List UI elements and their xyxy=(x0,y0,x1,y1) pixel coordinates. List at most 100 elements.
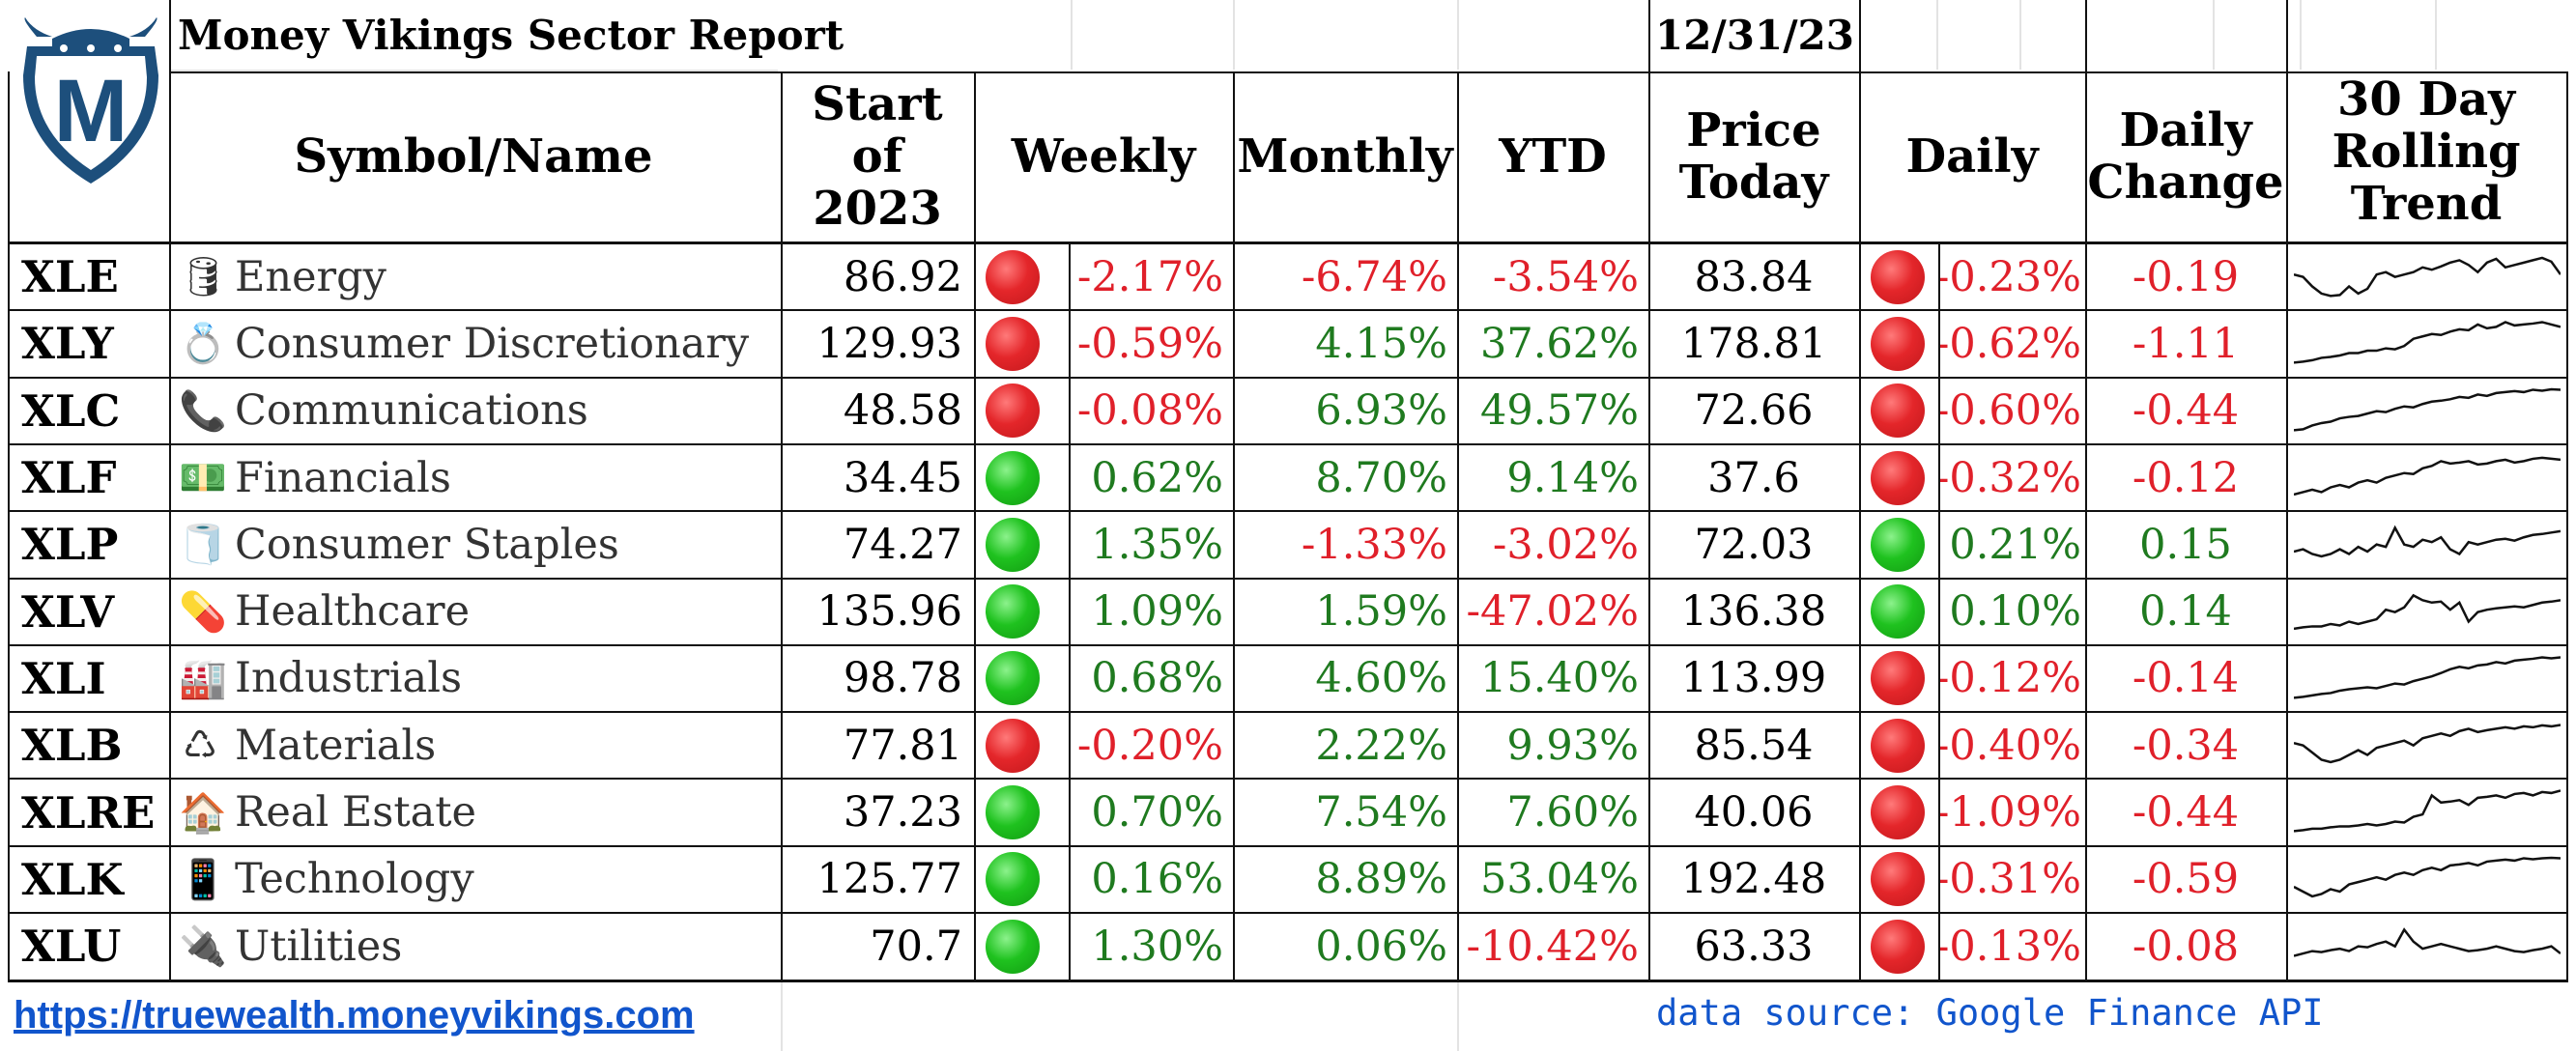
phone-icon: 📱 xyxy=(179,857,227,902)
daily-change-pct: -0.32% xyxy=(1938,453,2081,502)
daily-status-dot xyxy=(1871,919,1925,974)
recycle-icon: ♺ xyxy=(183,723,217,768)
weekly-change-value: -0.08% xyxy=(1076,386,1223,436)
daily-change-value: -0.08 xyxy=(2132,922,2240,971)
money-icon: 💵 xyxy=(179,456,227,501)
price-today-value: 83.84 xyxy=(1694,252,1814,301)
daily-change-pct: -0.31% xyxy=(1938,855,2081,904)
table-border xyxy=(781,71,783,980)
symbol-cell: XLK xyxy=(21,853,124,905)
sector-name: Financials xyxy=(235,453,451,502)
weekly-status-dot xyxy=(986,785,1040,840)
table-border xyxy=(8,980,2568,983)
sector-name: Utilities xyxy=(235,922,403,971)
symbol-cell: XLF xyxy=(21,452,117,504)
daily-change-pct: -0.60% xyxy=(1938,386,2081,436)
daily-change-pct: 0.21% xyxy=(1949,520,2081,569)
ytd-change-value: 9.14% xyxy=(1506,453,1639,502)
weekly-change-value: 1.35% xyxy=(1091,520,1223,569)
sector-name-cell: 🛢 Energy xyxy=(169,243,778,310)
daily-status-dot xyxy=(1871,718,1925,773)
table-border xyxy=(169,0,171,71)
weekly-status-dot xyxy=(986,584,1040,639)
monthly-change-value: -6.74% xyxy=(1301,252,1447,301)
table-border xyxy=(1859,71,1861,980)
header-ytd: YTD xyxy=(1499,129,1607,184)
table-border xyxy=(8,71,10,980)
toilet-paper-icon: 🧻 xyxy=(179,523,227,568)
sector-name-cell: 🧻 Consumer Staples xyxy=(169,511,778,578)
table-border xyxy=(8,778,2568,781)
trend-sparkline xyxy=(2294,927,2561,957)
start-of-2023-value: 48.58 xyxy=(843,386,962,436)
table-border xyxy=(2286,0,2288,71)
table-border xyxy=(2085,71,2087,980)
symbol-cell: XLRE xyxy=(21,786,156,838)
price-today-value: 40.06 xyxy=(1694,788,1814,838)
daily-change-value: -0.44 xyxy=(2132,386,2240,436)
table-border xyxy=(1457,71,1459,980)
price-today-value: 72.03 xyxy=(1694,520,1814,569)
daily-change-pct: -0.12% xyxy=(1938,654,2081,703)
symbol-cell: XLV xyxy=(21,585,115,638)
ring-icon: 💍 xyxy=(179,322,227,367)
table-border xyxy=(8,844,2568,847)
table-border xyxy=(8,510,2568,513)
table-border xyxy=(8,912,2568,914)
truewealth-link[interactable]: https://truewealth.moneyvikings.com xyxy=(14,993,695,1037)
sector-name: Real Estate xyxy=(235,788,476,838)
daily-change-pct: -0.40% xyxy=(1938,721,2081,770)
weekly-change-value: 0.16% xyxy=(1091,855,1223,904)
symbol-cell: XLE xyxy=(21,251,119,303)
header-price-today: Price Today xyxy=(1678,103,1829,210)
table-border xyxy=(8,442,2568,445)
table-border xyxy=(169,71,171,980)
sector-name: Technology xyxy=(235,855,474,904)
footer-source-cell: data source: Google Finance API xyxy=(1656,981,2526,1043)
daily-status-dot xyxy=(1871,584,1925,639)
daily-change-value: -0.14 xyxy=(2132,654,2240,703)
trend-sparkline xyxy=(2294,724,2561,764)
start-of-2023-value: 129.93 xyxy=(816,319,962,368)
table-border xyxy=(1648,71,1650,980)
trend-line xyxy=(2294,256,2561,298)
ytd-change-value: 9.93% xyxy=(1506,721,1639,770)
weekly-change-value: 0.62% xyxy=(1091,453,1223,502)
ytd-change-value: 37.62% xyxy=(1480,319,1639,368)
daily-change-value: -0.34 xyxy=(2132,721,2240,770)
daily-change-pct: -0.62% xyxy=(1938,319,2081,368)
price-today-value: 178.81 xyxy=(1680,319,1827,368)
money-vikings-logo: M xyxy=(14,17,168,186)
table-border xyxy=(169,71,2568,73)
sector-name-cell: 📞 Communications xyxy=(169,378,778,444)
trend-line xyxy=(2294,789,2561,834)
trend-line xyxy=(2294,656,2561,699)
data-source-text: data source: Google Finance API xyxy=(1656,991,2324,1034)
weekly-status-dot xyxy=(986,651,1040,706)
monthly-change-value: 8.89% xyxy=(1315,855,1447,904)
weekly-status-dot xyxy=(986,383,1040,439)
daily-change-value: -0.59 xyxy=(2132,855,2240,904)
table-border xyxy=(1938,243,1940,980)
price-today-value: 85.54 xyxy=(1694,721,1814,770)
sector-name: Healthcare xyxy=(235,587,471,637)
sector-name: Consumer Staples xyxy=(235,520,619,569)
start-of-2023-value: 70.7 xyxy=(870,922,962,971)
monthly-change-value: 2.22% xyxy=(1315,721,1447,770)
report-title: Money Vikings Sector Report xyxy=(178,11,844,59)
price-today-value: 72.66 xyxy=(1694,386,1814,436)
weekly-status-dot xyxy=(986,852,1040,907)
monthly-change-value: 4.60% xyxy=(1315,654,1447,703)
table-border xyxy=(8,309,2568,312)
sector-name-cell: 💵 Financials xyxy=(169,444,778,511)
price-today-value: 136.38 xyxy=(1680,587,1827,637)
factory-icon: 🏭 xyxy=(179,656,227,701)
trend-sparkline xyxy=(2294,525,2561,558)
daily-change-value: 0.15 xyxy=(2139,520,2232,569)
trend-line xyxy=(2294,927,2561,957)
daily-status-dot xyxy=(1871,249,1925,304)
table-border xyxy=(1648,0,1650,71)
daily-change-value: 0.14 xyxy=(2139,587,2232,637)
ytd-change-value: 15.40% xyxy=(1480,654,1639,703)
sector-name-cell: 🏭 Industrials xyxy=(169,645,778,712)
